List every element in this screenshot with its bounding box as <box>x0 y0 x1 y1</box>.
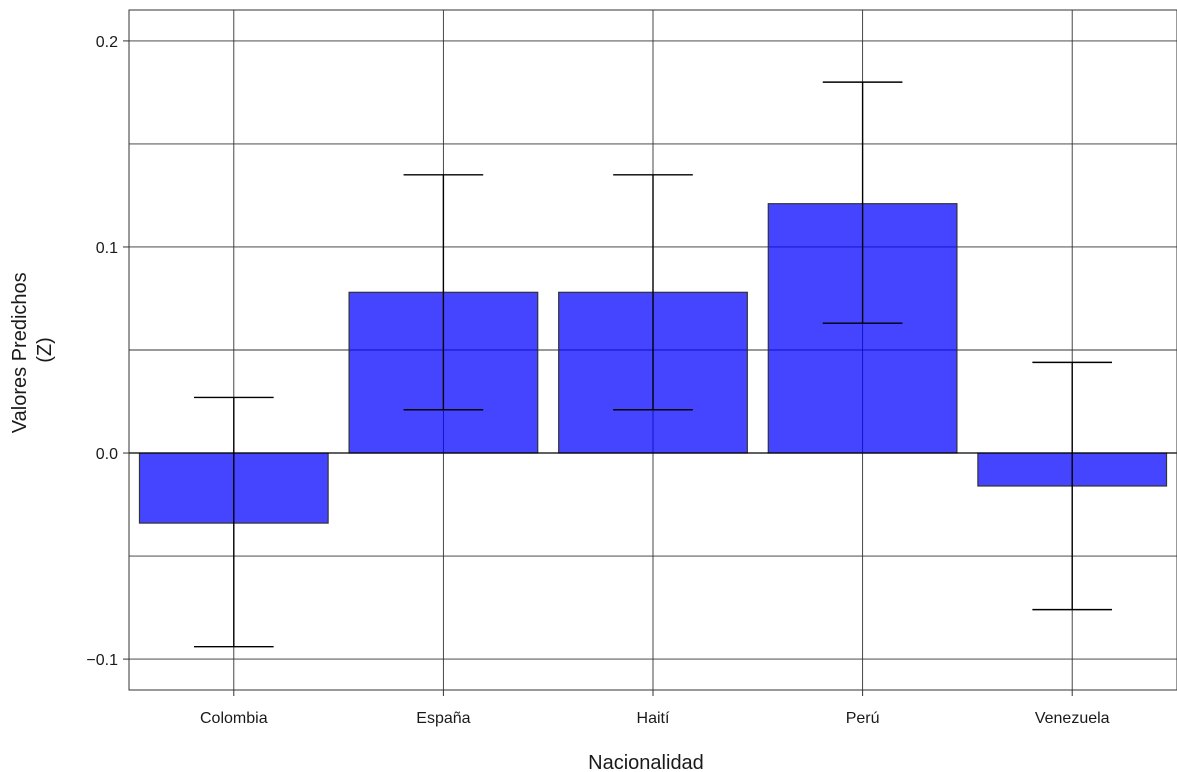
x-tick-label: Perú <box>846 710 880 727</box>
y-tick-label: 0.2 <box>96 34 118 51</box>
x-tick-label: Haití <box>637 710 670 727</box>
error-bar-perú <box>822 81 903 324</box>
error-bar-colombia <box>193 396 274 648</box>
error-bar-venezuela <box>1032 361 1113 611</box>
y-tick-label: 0.0 <box>96 446 118 463</box>
y-axis-title-line-1: Valores Predichos <box>9 272 31 433</box>
x-axis-title: Nacionalidad <box>588 752 704 772</box>
error-bars <box>193 81 1113 648</box>
error-bar-españa <box>403 174 484 411</box>
y-tick-label: 0.1 <box>96 240 118 257</box>
y-axis-title: Valores Predichos (Z) <box>9 267 56 433</box>
x-axis-ticks: Colombia España Haití Perú Venezuela <box>200 690 1110 727</box>
error-bar-haití <box>613 174 693 411</box>
y-axis-title-line-2: (Z) <box>34 337 56 363</box>
x-tick-label: España <box>416 710 470 727</box>
y-tick-label: −0.1 <box>86 652 118 669</box>
x-tick-label: Colombia <box>200 710 268 727</box>
y-axis-ticks: −0.1 0.0 0.1 0.2 <box>86 34 129 669</box>
x-tick-label: Venezuela <box>1035 710 1110 727</box>
